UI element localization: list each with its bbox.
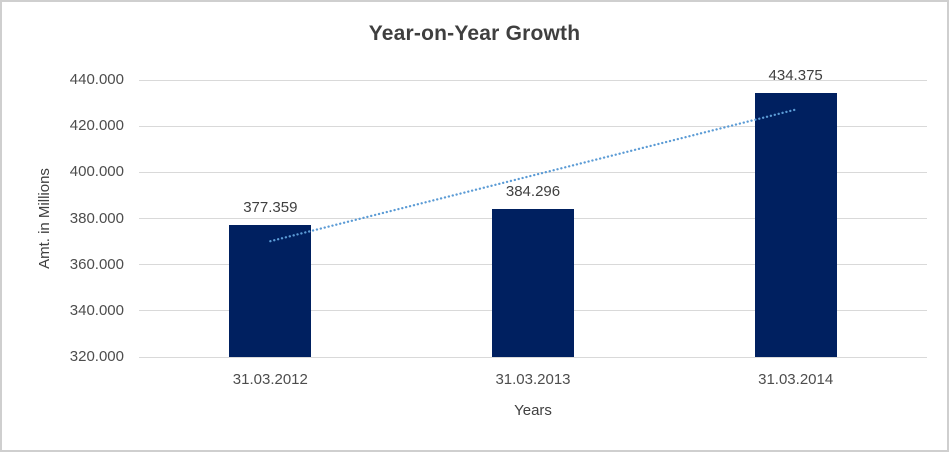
x-tick-label: 31.03.2012 bbox=[232, 371, 308, 388]
y-tick-label: 440.000 bbox=[69, 71, 124, 88]
y-tick-label: 360.000 bbox=[69, 255, 124, 273]
chart-title: Year-on-Year Growth bbox=[368, 22, 581, 45]
x-axis-title: Years bbox=[514, 402, 552, 419]
x-tick-label: 31.03.2014 bbox=[758, 371, 834, 388]
data-label: 377.359 bbox=[243, 198, 298, 216]
data-label: 434.375 bbox=[768, 66, 823, 84]
y-tick-label: 420.000 bbox=[69, 117, 124, 135]
y-tick-label: 380.000 bbox=[69, 209, 124, 227]
data-label: 384.296 bbox=[505, 182, 561, 200]
x-tick-label: 31.03.2013 bbox=[495, 371, 571, 388]
bar-31.03.2014 bbox=[754, 92, 837, 357]
gridline bbox=[139, 356, 927, 358]
bar-31.03.2013 bbox=[492, 208, 574, 357]
y-tick-label: 400.000 bbox=[69, 163, 124, 181]
y-tick-label: 320.000 bbox=[69, 348, 124, 365]
y-tick-label: 340.000 bbox=[69, 301, 124, 319]
gridline bbox=[139, 79, 927, 81]
gridline bbox=[139, 125, 927, 127]
trendline-dotted bbox=[269, 108, 797, 243]
bar-31.03.2012 bbox=[229, 224, 312, 357]
gridline bbox=[139, 171, 927, 173]
